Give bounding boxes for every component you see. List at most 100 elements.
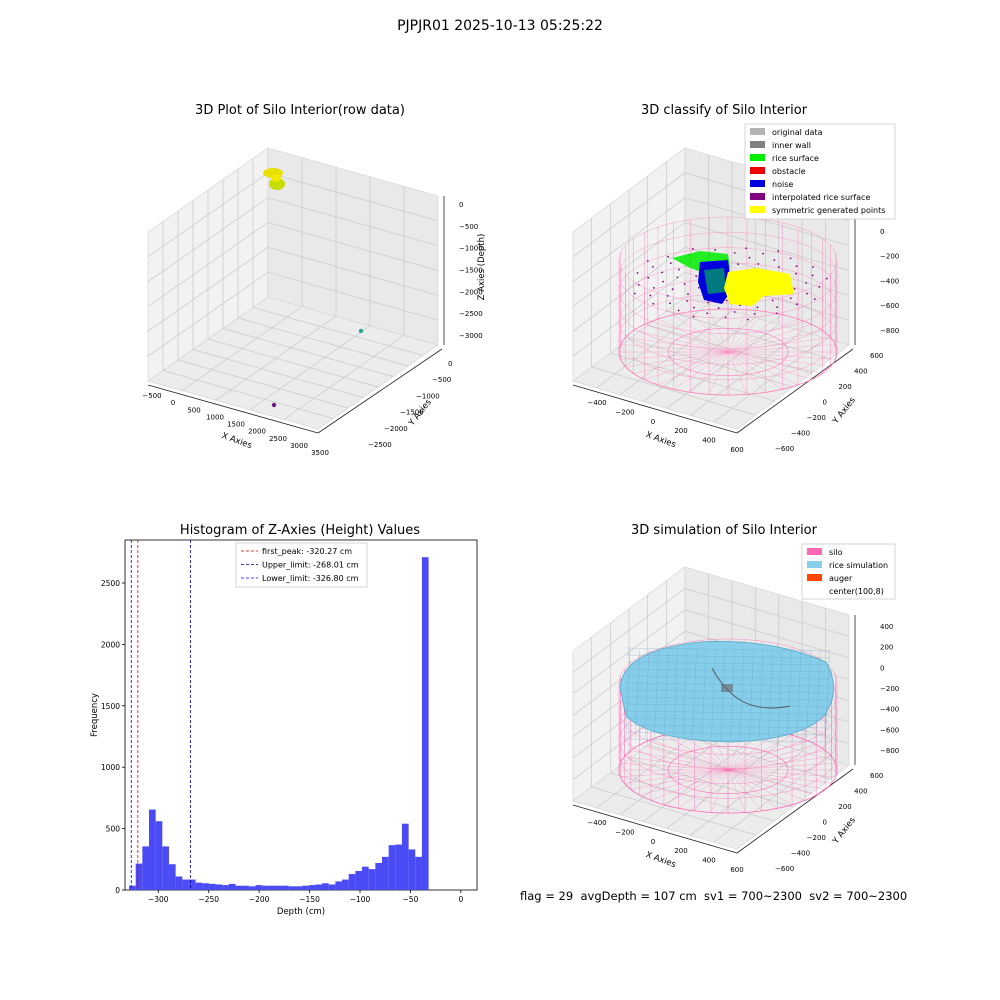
p3-histogram-bar: [355, 870, 363, 890]
p2-interpolated-point: [652, 302, 655, 305]
p1-grid-line: [147, 197, 439, 282]
p3-histogram-bar: [342, 879, 349, 890]
p3-histogram-bar: [322, 883, 329, 890]
p1-grid-line: [215, 315, 337, 401]
p3-x-axis-label: Depth (cm): [277, 907, 325, 917]
p1-grid-line: [147, 222, 439, 307]
p1-grid-line: [249, 325, 371, 411]
p4-y-tick-label: −400: [791, 850, 810, 858]
p2-silo-spoke: [727, 351, 783, 390]
p2-interpolated-point: [777, 250, 780, 253]
p2-x-tick-label: 600: [730, 446, 743, 454]
p4-silo-spoke: [620, 769, 729, 777]
p2-grid-line: [643, 317, 756, 402]
p4-mesh-line: [825, 649, 830, 739]
p2-legend-swatch: [750, 128, 765, 135]
p2-silo-spoke: [727, 351, 836, 360]
p4-silo-spoke: [710, 769, 729, 813]
p3-y-tick-label: 2500: [101, 579, 120, 588]
p3-y-tick-label: 1500: [101, 702, 120, 711]
p1-z-tick-label: −1000: [459, 245, 483, 253]
panel1-title: 3D Plot of Silo Interior(row data): [195, 103, 405, 118]
p1-x-tick-label: −500: [142, 392, 161, 400]
p2-silo-spoke: [690, 351, 729, 393]
p1-x-tick-label: 0: [171, 399, 175, 407]
p4-mesh-line: [663, 649, 669, 739]
p2-interpolated-point: [757, 263, 760, 265]
p2-interpolated-point: [667, 255, 669, 258]
p2-interpolated-point: [825, 277, 828, 280]
p3-histogram-bar: [149, 809, 156, 890]
p2-interpolated-point: [677, 309, 680, 312]
p4-mesh-line: [635, 649, 640, 739]
p4-silo-spoke: [694, 769, 729, 812]
p3-histogram-bar: [195, 882, 203, 890]
p2-interpolated-point: [806, 292, 808, 295]
p1-z-tick-label: −3000: [459, 332, 483, 340]
p2-silo-spoke: [657, 351, 729, 386]
p4-silo-spoke: [663, 769, 729, 805]
p2-silo-spoke: [708, 309, 729, 353]
p2-interpolated-point: [667, 295, 669, 297]
p2-grid-line: [572, 271, 850, 357]
p4-mesh-line: [625, 654, 831, 659]
p2-silo-spoke: [727, 311, 766, 353]
p2-silo-spoke: [727, 318, 799, 353]
p2-interpolated-point: [649, 294, 652, 297]
p3-histogram-bar: [228, 883, 236, 890]
p4-silo-spoke: [678, 769, 729, 809]
p3-x-tick-label: −200: [249, 895, 270, 904]
p4-silo-spoke: [727, 769, 778, 809]
p2-interpolated-point: [789, 297, 792, 300]
p1-grid-line: [252, 307, 424, 356]
p2-interpolated-point: [771, 299, 774, 302]
p3-histogram-bar: [282, 885, 289, 890]
p4-mesh-line: [701, 649, 707, 739]
p2-interpolated-point: [733, 311, 736, 313]
p2-legend-swatch: [750, 167, 765, 174]
p2-x-tick-label: 200: [674, 427, 687, 435]
p2-silo-spoke: [657, 318, 729, 353]
p2-legend-label: interpolated rice surface: [772, 193, 870, 202]
p1-grid-line: [147, 246, 439, 332]
p2-interpolated-point: [636, 272, 639, 274]
p3-x-tick-label: −300: [148, 895, 169, 904]
p3-histogram-bar: [335, 881, 343, 890]
p3-x-tick-label: −250: [198, 895, 219, 904]
p2-z-tick-label: −200: [880, 253, 899, 261]
p2-y-tick-label: 200: [838, 383, 851, 391]
p2-grid-line: [572, 246, 850, 332]
p2-y-tick-label: −600: [775, 445, 794, 453]
p4-z-tick-label: 200: [880, 644, 893, 652]
p2-silo-ring: [618, 247, 838, 334]
p2-rice-surface: [704, 268, 726, 294]
p1-z-tick-label: −2500: [459, 310, 483, 318]
p2-legend-swatch: [750, 141, 765, 148]
p2-interpolated-point: [686, 300, 689, 302]
p2-x-tick-label: 400: [702, 437, 715, 445]
p2-interpolated-point: [693, 306, 695, 309]
p4-grid-line: [666, 744, 779, 829]
p4-mesh-line: [711, 649, 716, 739]
p4-z-tick-label: −800: [880, 747, 899, 755]
panel3-histogram: −300 −250 −200 −150 −100 −50 0 0 500 1000 1500 2000…: [90, 539, 478, 917]
p2-interpolated-point: [669, 302, 671, 305]
p2-z-tick-label: −400: [880, 277, 899, 285]
p2-interpolated-point: [778, 266, 780, 268]
p4-grid-line: [572, 588, 850, 673]
p4-mesh-line: [787, 649, 792, 739]
p3-histogram-bar: [155, 821, 163, 890]
p3-legend-label: Lower_limit: -326.80 cm: [262, 574, 359, 583]
p3-histogram-bar: [395, 844, 402, 890]
p2-y-tick-label: 600: [870, 352, 883, 360]
p3-y-tick-label: 0: [115, 886, 120, 895]
p3-histogram-bar: [315, 884, 323, 890]
p4-auger-marker: [721, 684, 733, 692]
p4-mesh-line: [768, 649, 773, 739]
p2-interpolated-point: [692, 315, 695, 318]
p2-interpolated-point: [813, 298, 816, 300]
p4-silo-spoke: [630, 769, 729, 790]
p1-grid-line: [147, 271, 439, 357]
p2-silo-spoke: [727, 351, 823, 374]
p3-histogram-bar: [129, 885, 136, 890]
